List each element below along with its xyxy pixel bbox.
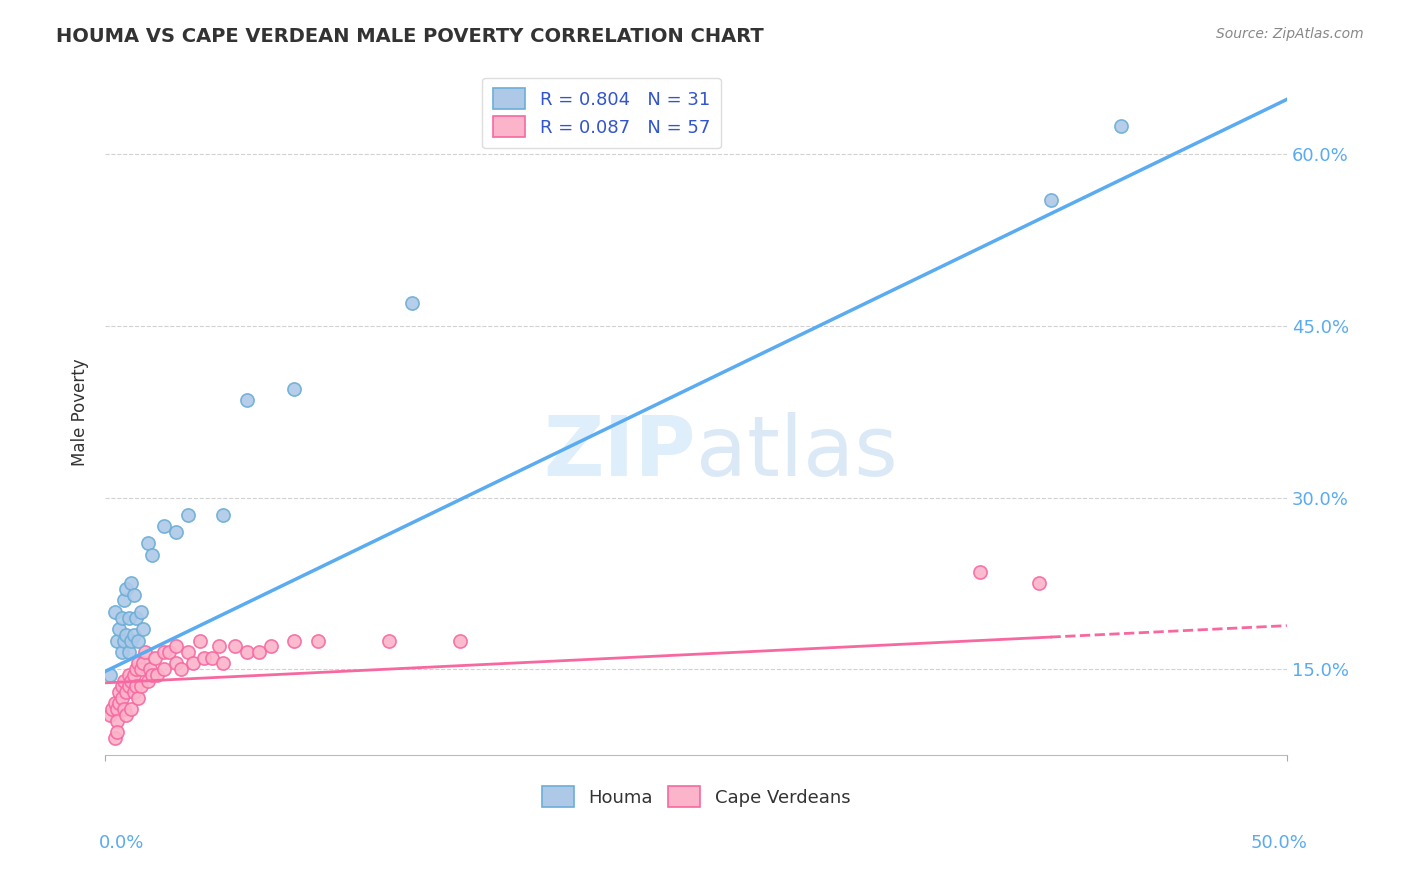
Point xyxy=(165,639,187,653)
Point xyxy=(153,662,176,676)
Point xyxy=(120,633,142,648)
Point xyxy=(136,536,159,550)
Point xyxy=(122,628,145,642)
Point xyxy=(115,628,138,642)
Point xyxy=(111,679,134,693)
Point xyxy=(283,633,305,648)
Point xyxy=(378,633,401,648)
Point xyxy=(104,605,127,619)
Point xyxy=(112,633,135,648)
Point xyxy=(449,633,471,648)
Point xyxy=(104,697,127,711)
Point xyxy=(143,650,166,665)
Point xyxy=(112,593,135,607)
Point xyxy=(115,582,138,596)
Point xyxy=(307,633,329,648)
Point xyxy=(111,690,134,705)
Point xyxy=(247,645,270,659)
Point xyxy=(122,588,145,602)
Point xyxy=(188,633,211,648)
Point xyxy=(132,657,155,671)
Point xyxy=(177,508,200,522)
Text: HOUMA VS CAPE VERDEAN MALE POVERTY CORRELATION CHART: HOUMA VS CAPE VERDEAN MALE POVERTY CORRE… xyxy=(56,27,763,45)
Point xyxy=(112,702,135,716)
Point xyxy=(1039,193,1062,207)
Point xyxy=(134,645,156,659)
Point xyxy=(98,668,121,682)
Point xyxy=(236,393,259,408)
Point xyxy=(118,610,141,624)
Point xyxy=(165,657,187,671)
Point xyxy=(208,639,231,653)
Point xyxy=(139,662,162,676)
Point xyxy=(127,633,149,648)
Point xyxy=(193,650,215,665)
Point xyxy=(157,645,180,659)
Point xyxy=(224,639,246,653)
Point xyxy=(125,679,148,693)
Point xyxy=(122,685,145,699)
Point xyxy=(120,576,142,591)
Point xyxy=(259,639,281,653)
Point xyxy=(125,662,148,676)
Point xyxy=(969,565,991,579)
Point xyxy=(165,524,187,539)
Point xyxy=(125,610,148,624)
Text: ZIP: ZIP xyxy=(544,412,696,493)
Point xyxy=(141,668,163,682)
Point xyxy=(177,645,200,659)
Point xyxy=(132,622,155,636)
Point xyxy=(129,605,152,619)
Point xyxy=(108,622,131,636)
Point xyxy=(1111,119,1133,133)
Point xyxy=(105,633,128,648)
Point xyxy=(127,657,149,671)
Point xyxy=(401,296,423,310)
Point xyxy=(111,610,134,624)
Point xyxy=(105,725,128,739)
Point xyxy=(127,690,149,705)
Point xyxy=(118,645,141,659)
Legend: Houma, Cape Verdeans: Houma, Cape Verdeans xyxy=(534,780,858,814)
Point xyxy=(98,707,121,722)
Point xyxy=(118,679,141,693)
Point xyxy=(283,382,305,396)
Text: 50.0%: 50.0% xyxy=(1251,834,1308,852)
Point xyxy=(200,650,222,665)
Point xyxy=(101,702,124,716)
Point xyxy=(115,685,138,699)
Point xyxy=(212,657,235,671)
Point xyxy=(120,673,142,688)
Point xyxy=(105,702,128,716)
Text: atlas: atlas xyxy=(696,412,898,493)
Point xyxy=(141,548,163,562)
Point xyxy=(122,668,145,682)
Text: Source: ZipAtlas.com: Source: ZipAtlas.com xyxy=(1216,27,1364,41)
Point xyxy=(146,668,169,682)
Point xyxy=(108,697,131,711)
Text: 0.0%: 0.0% xyxy=(98,834,143,852)
Point xyxy=(212,508,235,522)
Point xyxy=(136,673,159,688)
Point xyxy=(104,731,127,745)
Point xyxy=(170,662,193,676)
Point xyxy=(129,679,152,693)
Point xyxy=(105,714,128,728)
Point xyxy=(181,657,204,671)
Point xyxy=(115,707,138,722)
Point xyxy=(236,645,259,659)
Point xyxy=(153,519,176,533)
Point xyxy=(120,702,142,716)
Point xyxy=(108,685,131,699)
Point xyxy=(129,662,152,676)
Point xyxy=(1028,576,1050,591)
Point xyxy=(118,668,141,682)
Point xyxy=(153,645,176,659)
Point xyxy=(112,673,135,688)
Y-axis label: Male Poverty: Male Poverty xyxy=(72,358,89,466)
Point xyxy=(111,645,134,659)
